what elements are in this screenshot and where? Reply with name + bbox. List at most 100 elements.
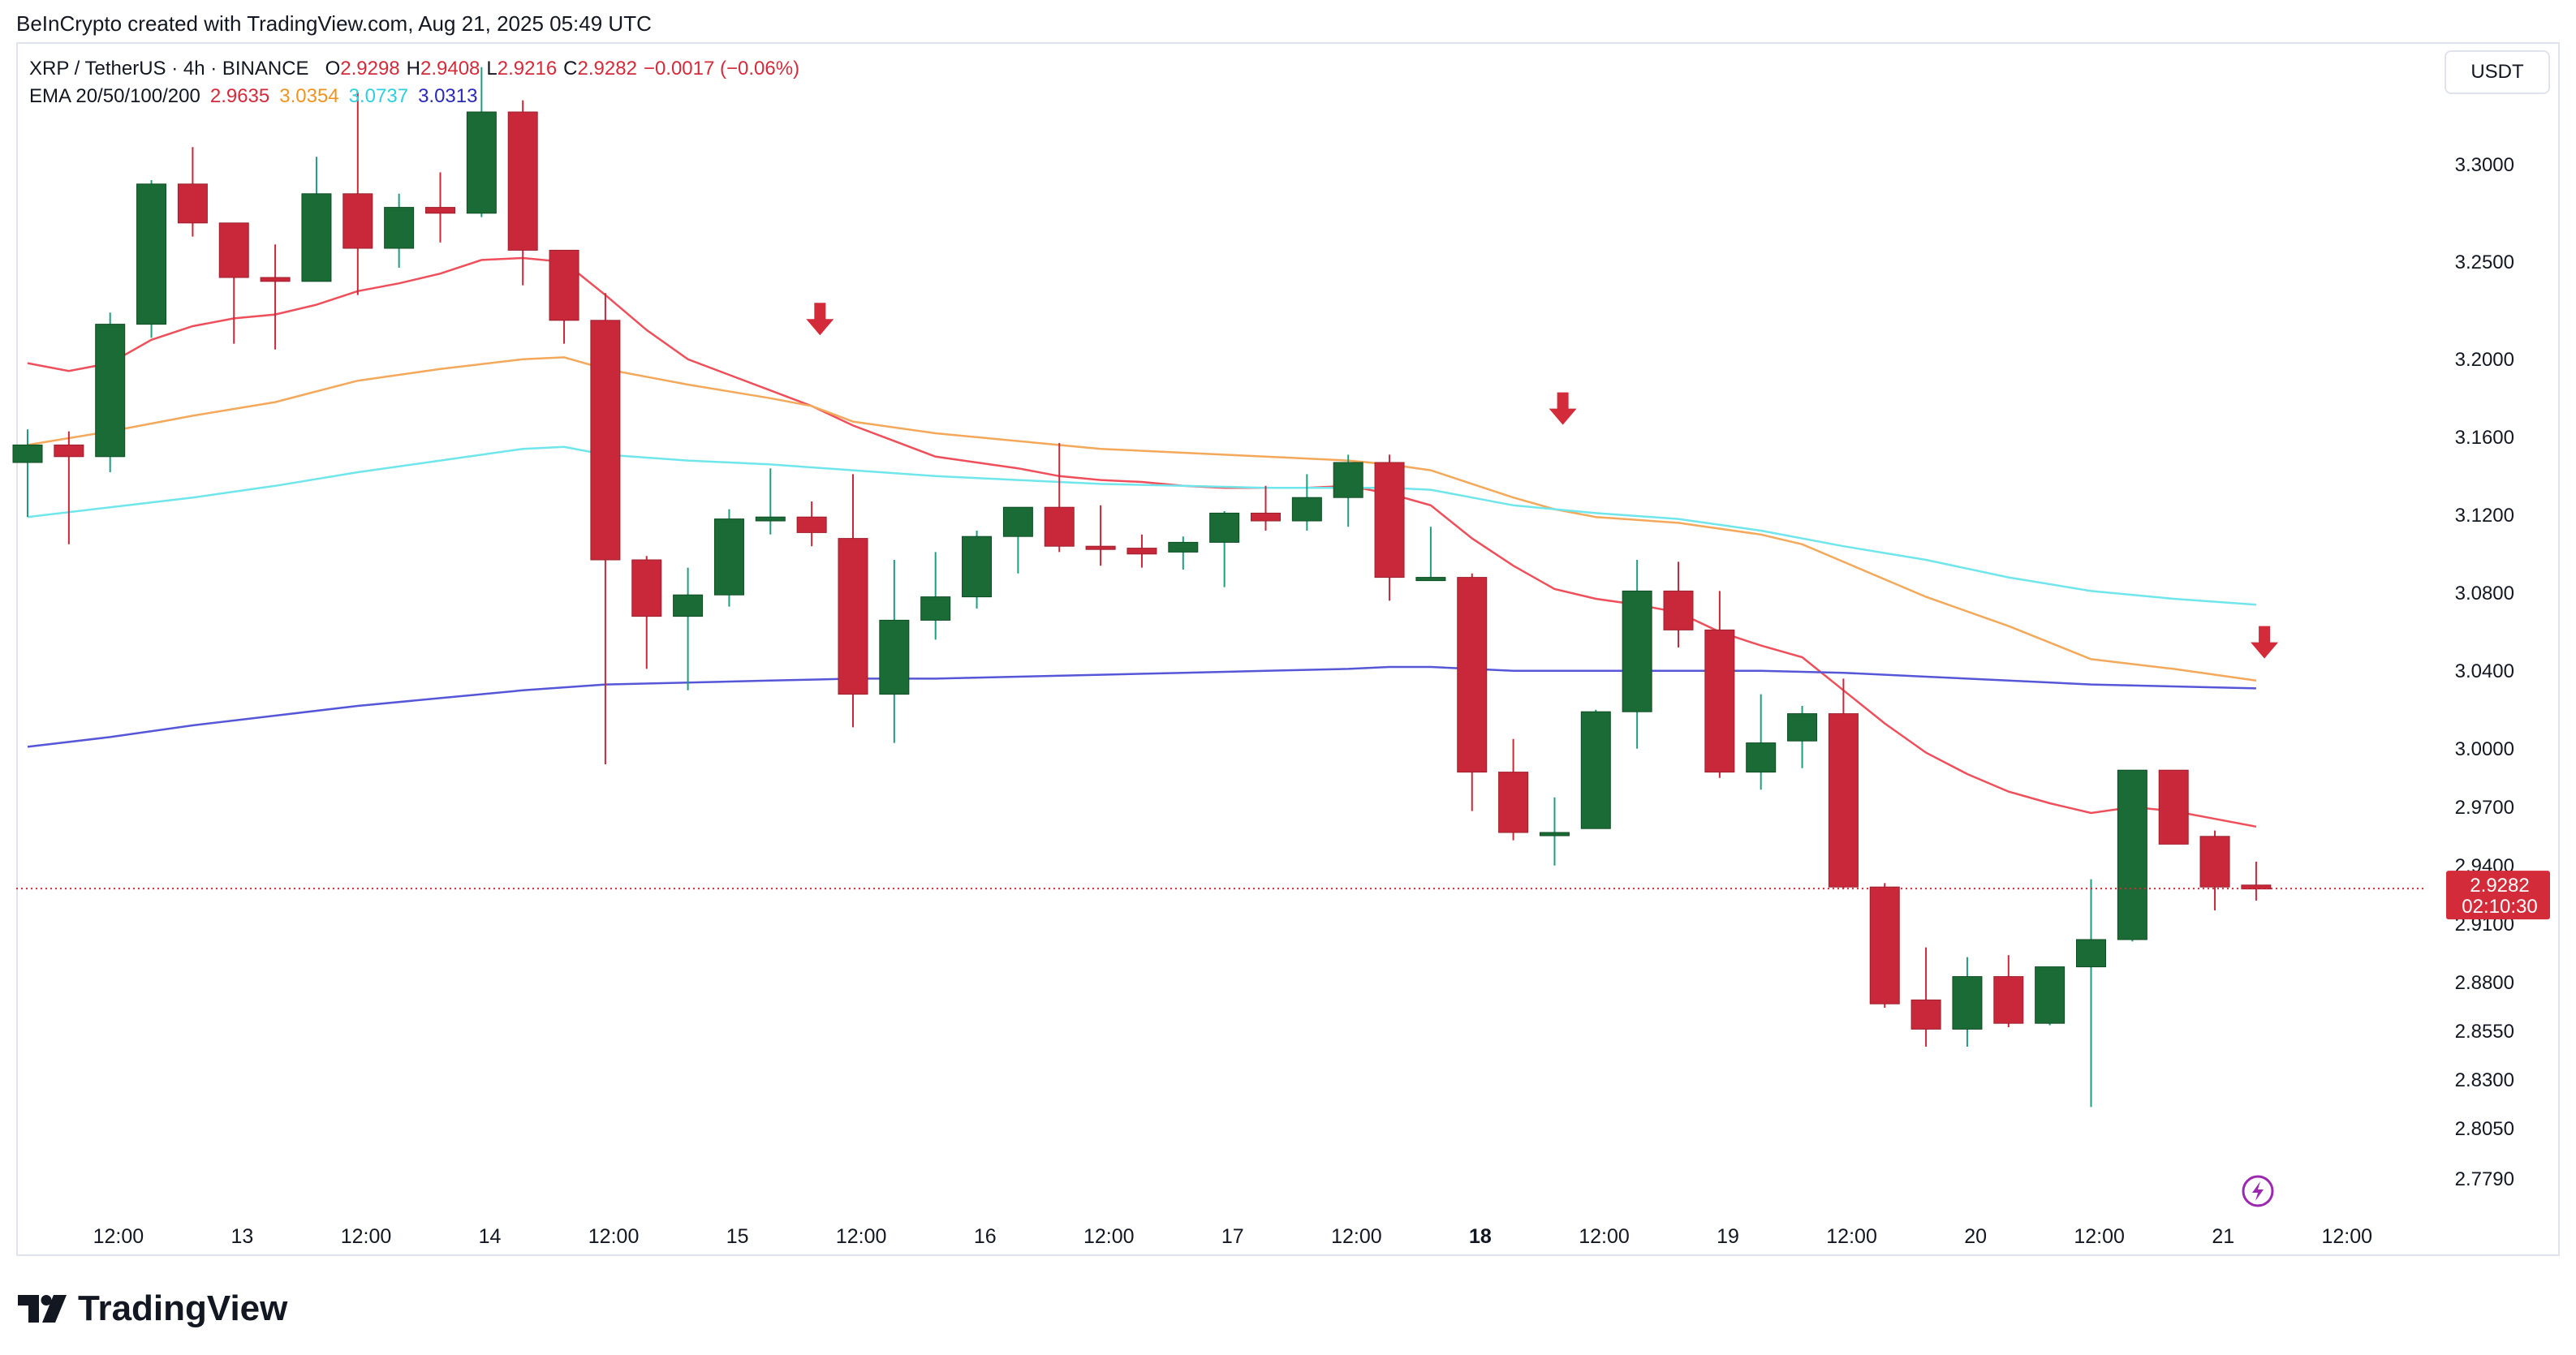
candle-body	[136, 183, 167, 325]
candle	[260, 244, 291, 350]
candle-body	[1787, 713, 1818, 742]
candle-body	[1457, 577, 1488, 773]
candle	[95, 312, 126, 472]
candle	[54, 431, 84, 544]
candle-body	[1374, 462, 1405, 579]
price-tick-label: 2.8050	[2455, 1118, 2514, 1140]
candle	[425, 172, 455, 243]
ema-lines	[27, 256, 2257, 828]
candle	[1085, 505, 1116, 566]
candle	[1002, 506, 1033, 574]
chart-frame	[16, 42, 2560, 1256]
candle-body	[1126, 548, 1157, 555]
candle-body	[1251, 512, 1281, 522]
candle	[879, 560, 910, 743]
price-tag-box	[2446, 871, 2550, 920]
candle-body	[2241, 884, 2272, 890]
time-tick-label: 12:00	[1579, 1225, 1630, 1248]
time-tick-label: 18	[1469, 1225, 1492, 1248]
candle-body	[2117, 769, 2147, 940]
candle-body	[920, 596, 951, 621]
candle-body	[2158, 769, 2189, 845]
ema200-value: 3.0313	[418, 85, 478, 107]
time-tick-label: 14	[479, 1225, 502, 1248]
candle-body	[1828, 713, 1859, 888]
ema20-value: 2.9635	[209, 85, 270, 107]
candle-body	[260, 277, 291, 282]
ema20-line	[27, 256, 2257, 828]
price-tick-label: 3.0400	[2455, 660, 2514, 682]
candle-body	[590, 320, 621, 561]
down-arrow-icon	[2251, 626, 2279, 659]
candle	[2035, 966, 2066, 1026]
candle	[1044, 443, 1075, 553]
candle-body	[1580, 711, 1611, 829]
candle	[1828, 678, 1859, 889]
candle	[1251, 485, 1281, 531]
lightning-bolt	[2252, 1181, 2264, 1201]
candle	[673, 567, 704, 690]
candle-body	[1910, 999, 1941, 1030]
candle-body	[1085, 545, 1116, 550]
open-value: 2.9298	[340, 58, 400, 80]
candle-body	[713, 518, 744, 596]
candle	[2076, 879, 2106, 1108]
candle-body	[301, 193, 332, 282]
candle	[713, 509, 744, 607]
price-tick-label: 3.0800	[2455, 583, 2514, 604]
candle-body	[1993, 976, 2024, 1024]
lightning-icon[interactable]	[2242, 1175, 2274, 1207]
symbol-info[interactable]: XRP / TetherUS · 4h · BINANCE	[29, 58, 309, 80]
candle	[177, 147, 208, 237]
ema-indicator-label[interactable]: EMA 20/50/100/200	[29, 85, 200, 107]
candle-body	[796, 516, 827, 533]
time-tick-label: 12:00	[1826, 1225, 1877, 1248]
candle	[136, 180, 167, 338]
candle-body	[1415, 577, 1446, 582]
candle-body	[1539, 832, 1570, 837]
currency-button[interactable]: USDT	[2445, 50, 2550, 94]
time-tick-label: 12:00	[1083, 1225, 1135, 1248]
candle-body	[879, 619, 910, 695]
price-tag-countdown: 02:10:30	[2462, 896, 2537, 918]
time-tick-label: 17	[1221, 1225, 1244, 1248]
tradingview-logo-icon	[18, 1295, 67, 1323]
candle-body	[95, 324, 126, 458]
candle	[2241, 862, 2272, 901]
close-value: 2.9282	[577, 58, 637, 80]
candle	[1415, 527, 1446, 582]
price-tick-label: 2.8550	[2455, 1021, 2514, 1043]
time-tick-label: 16	[974, 1225, 997, 1248]
open-label: O	[325, 58, 341, 80]
close-label: C	[563, 58, 578, 80]
candles	[12, 67, 2272, 1108]
down-arrow-icon	[806, 303, 834, 336]
chart-legend: XRP / TetherUS · 4h · BINANCE O2.9298 H2…	[29, 55, 799, 110]
time-tick-label: 12:00	[341, 1225, 392, 1248]
lightning-circle	[2242, 1175, 2274, 1207]
candle-body	[1002, 506, 1033, 537]
chart-credit: BeInCrypto created with TradingView.com,…	[16, 11, 652, 36]
tradingview-logo[interactable]: TradingView	[18, 1288, 287, 1329]
candle	[218, 222, 249, 344]
candle	[1746, 694, 1777, 790]
candle	[1126, 534, 1157, 568]
candle	[301, 157, 332, 282]
candle-body	[1663, 590, 1694, 630]
price-tick-label: 2.9700	[2455, 797, 2514, 819]
candle	[1787, 706, 1818, 768]
time-tick-label: 12:00	[1331, 1225, 1382, 1248]
price-tick-label: 3.1200	[2455, 505, 2514, 527]
candle	[1910, 947, 1941, 1047]
candle	[1498, 738, 1529, 841]
candle	[1168, 536, 1199, 570]
candle	[590, 293, 621, 764]
lightning-icon-group	[2242, 1175, 2274, 1207]
candle-body	[1168, 541, 1199, 553]
candle	[1663, 561, 1694, 647]
candle	[1333, 454, 1363, 527]
ema200-line	[27, 665, 2256, 748]
price-tick-label: 3.2000	[2455, 349, 2514, 371]
